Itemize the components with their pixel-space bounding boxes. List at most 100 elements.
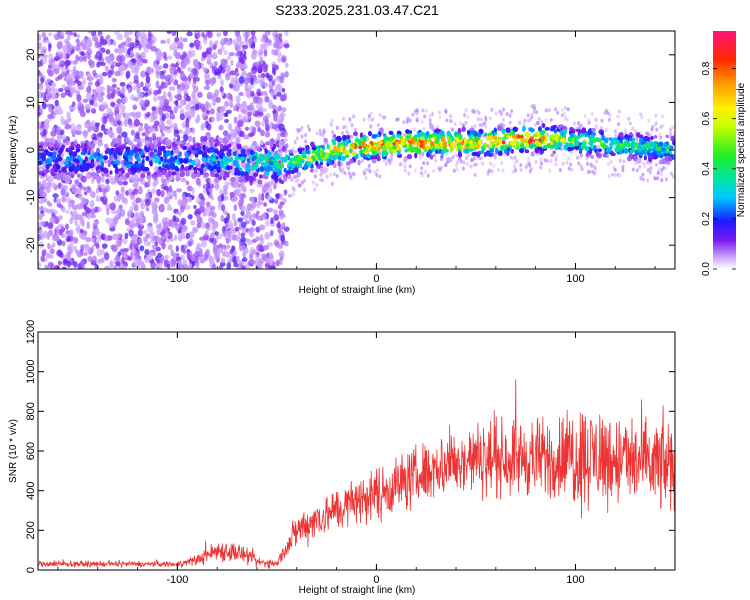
spectrogram-noise-cell (77, 101, 83, 109)
spectrogram-noise-cell (382, 115, 386, 120)
spectrogram-noise-cell (57, 215, 63, 221)
spectrogram-noise-cell (262, 115, 269, 123)
spectrogram-noise-cell (38, 212, 43, 218)
spectrogram-noise-cell (88, 76, 95, 81)
spectrogram-noise-cell (139, 122, 144, 127)
spectrogram-noise-cell (177, 86, 182, 95)
spectrogram-noise-cell (172, 41, 178, 47)
spectrogram-noise-cell (46, 181, 52, 189)
spectrogram-noise-cell (501, 117, 505, 122)
spectrogram-noise-cell (144, 80, 151, 89)
spectrogram-noise-cell (246, 203, 252, 211)
spectrogram-noise-cell (554, 162, 558, 167)
spectrogram-noise-cell (225, 92, 232, 100)
spectrogram-noise-cell (453, 121, 457, 126)
spectrogram-noise-cell (224, 134, 231, 142)
spectrogram-noise-cell (509, 155, 513, 160)
spectrogram-noise-cell (272, 79, 276, 87)
spectrogram-noise-cell (87, 81, 93, 86)
spectrogram-noise-cell (127, 86, 132, 94)
spectrogram-noise-cell (115, 261, 121, 267)
spectrogram-noise-cell (175, 99, 179, 107)
spectrogram-noise-cell (231, 181, 236, 188)
spectrogram-noise-cell (459, 121, 463, 126)
spectrogram-noise-cell (144, 249, 150, 256)
spectrogram-noise-cell (171, 31, 177, 37)
spectrogram-noise-cell (412, 127, 416, 132)
spectrogram-noise-cell (658, 132, 662, 137)
spectrogram-noise-cell (622, 159, 626, 164)
spectrogram-noise-cell (94, 80, 100, 88)
spectrogram-noise-cell (62, 47, 67, 54)
spectrogram-noise-cell (539, 165, 543, 170)
spectrogram-noise-cell (608, 112, 612, 117)
spectrogram-noise-cell (176, 67, 182, 72)
spectrogram-noise-cell (97, 31, 103, 36)
spectrogram-noise-cell (549, 159, 553, 164)
spectrogram-noise-cell (669, 171, 673, 176)
spectrogram-noise-cell (331, 130, 335, 135)
spectrogram-noise-cell (165, 74, 172, 80)
spectrogram-noise-cell (186, 58, 191, 65)
spectrogram-noise-cell (254, 145, 261, 152)
spectrogram-noise-cell (235, 255, 240, 262)
spectrogram-noise-cell (627, 116, 631, 121)
spectrogram-noise-cell (234, 76, 239, 82)
spectrogram-noise-cell (206, 109, 211, 115)
spectrogram-noise-cell (110, 178, 117, 185)
spectrogram-noise-cell (144, 135, 149, 143)
spectrogram-noise-cell (617, 122, 621, 127)
spectrogram-noise-cell (378, 150, 382, 155)
spectrogram-noise-cell (61, 195, 66, 203)
spectrogram-noise-cell (525, 164, 529, 169)
spectrogram-noise-cell (166, 37, 171, 45)
spectrogram-noise-cell (160, 203, 165, 210)
spectrogram-noise-cell (631, 126, 635, 131)
spectrogram-noise-cell (242, 250, 247, 259)
spectrogram-noise-cell (600, 118, 604, 123)
spectrogram-marks (38, 31, 675, 269)
spectrogram-noise-cell (235, 188, 242, 194)
spectrogram-noise-cell (174, 234, 178, 242)
spectrogram-noise-cell (119, 93, 125, 99)
spectrogram-noise-cell (67, 33, 71, 41)
spectrogram-noise-cell (54, 110, 59, 116)
spectrogram-noise-cell (223, 188, 228, 196)
spectrogram-noise-cell (478, 123, 482, 128)
spectrogram-noise-cell (143, 33, 147, 39)
spectrogram-noise-cell (348, 117, 352, 122)
spectrogram-noise-cell (112, 40, 117, 47)
spectrogram-noise-cell (313, 187, 317, 192)
spectrogram-noise-cell (78, 193, 83, 201)
spectrogram-noise-cell (318, 177, 322, 182)
spectrogram-noise-cell (106, 107, 113, 116)
spectrogram-noise-cell (257, 200, 264, 206)
spectrogram-noise-cell (107, 40, 111, 47)
spectrogram-noise-cell (132, 182, 139, 188)
spectrogram-noise-cell (153, 120, 160, 126)
spectrogram-noise-cell (131, 247, 136, 256)
spectrogram-noise-cell (151, 202, 157, 210)
spectrogram-noise-cell (479, 117, 483, 122)
spectrogram-noise-cell (274, 33, 279, 39)
spectrogram-noise-cell (69, 217, 74, 225)
spectrogram-noise-cell (104, 65, 110, 73)
spectrogram-noise-cell (220, 78, 224, 87)
spectrogram-noise-cell (464, 107, 468, 112)
spectrogram-noise-cell (155, 255, 159, 262)
spectrogram-noise-cell (144, 99, 150, 107)
spectrogram-noise-cell (159, 101, 164, 107)
spectrogram-noise-cell (75, 187, 81, 194)
spectrogram-noise-cell (135, 242, 139, 249)
spectrogram-noise-cell (515, 159, 519, 164)
spectrogram-noise-cell (282, 57, 286, 62)
spectrogram-noise-cell (433, 153, 437, 158)
spectrogram-noise-cell (93, 101, 99, 108)
spectrogram-noise-cell (265, 123, 270, 132)
spectrogram-noise-cell (105, 49, 111, 55)
spectrogram-noise-cell (140, 37, 144, 45)
spectrogram-noise-cell (219, 67, 226, 74)
spectrogram-noise-cell (529, 167, 533, 172)
spectrogram-noise-cell (160, 190, 165, 198)
spectrogram-noise-cell (212, 99, 216, 107)
